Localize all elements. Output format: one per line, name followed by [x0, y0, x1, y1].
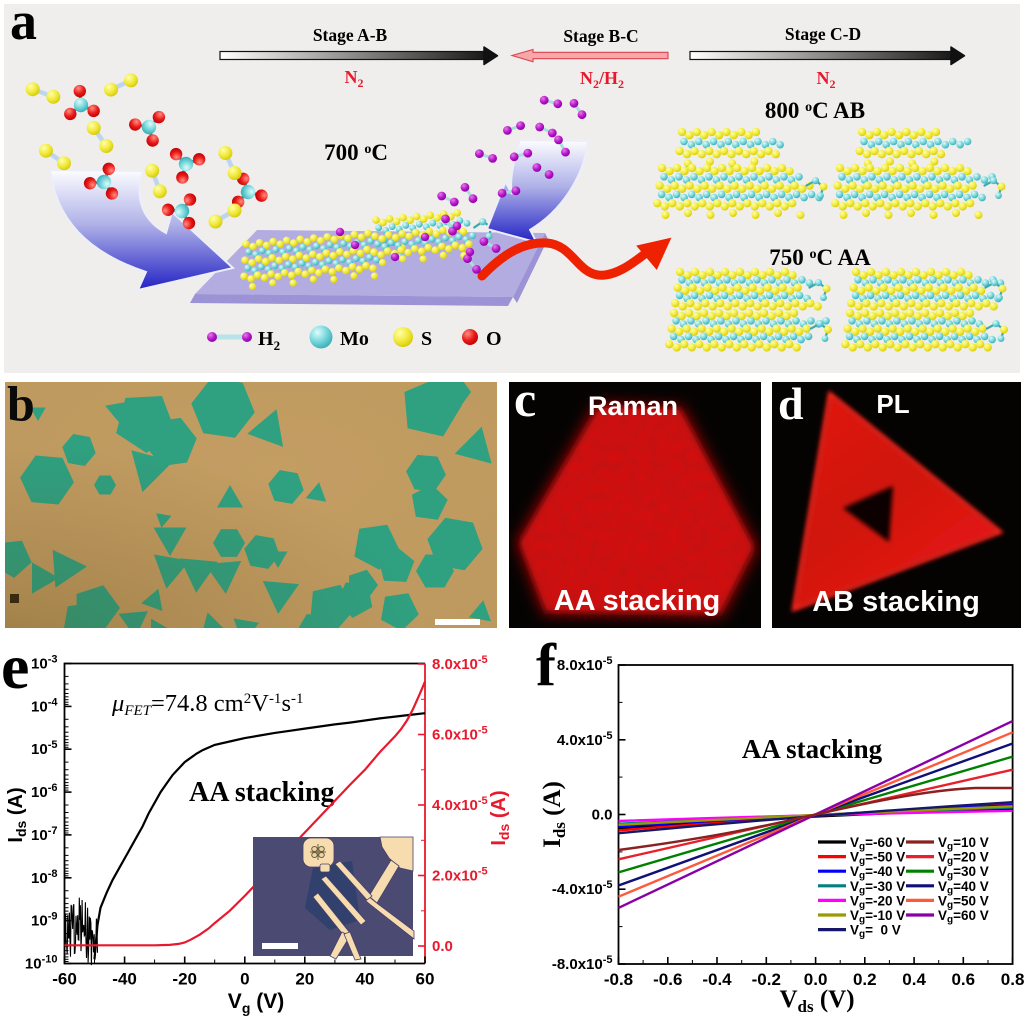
svg-text:e: e: [1, 640, 29, 702]
svg-text:Vg=60 V: Vg=60 V: [938, 908, 989, 926]
svg-text:b: b: [7, 382, 35, 432]
svg-text:-0.2: -0.2: [752, 970, 781, 989]
svg-text:-4.0x10-5: -4.0x10-5: [552, 879, 613, 898]
svg-text:Ids (A): Ids (A): [539, 781, 569, 848]
svg-text:Raman: Raman: [588, 391, 678, 421]
svg-text:f: f: [536, 640, 557, 698]
svg-text:-0.6: -0.6: [653, 970, 682, 989]
svg-text:AA stacking: AA stacking: [742, 734, 883, 764]
svg-text:10-4: 10-4: [31, 696, 58, 715]
svg-text:10-5: 10-5: [31, 739, 57, 758]
svg-text:Vg= 0 V: Vg= 0 V: [850, 923, 901, 941]
svg-text:6.0x10-5: 6.0x10-5: [432, 725, 488, 744]
svg-text:750 oC AA: 750 oC AA: [769, 245, 871, 270]
svg-text:0.0: 0.0: [432, 938, 453, 955]
svg-text:S: S: [421, 328, 432, 350]
svg-text:O: O: [486, 328, 502, 350]
svg-text:0.2: 0.2: [853, 970, 877, 989]
svg-text:10-3: 10-3: [31, 654, 57, 673]
svg-text:AA stacking: AA stacking: [189, 777, 334, 808]
svg-text:10-8: 10-8: [31, 868, 57, 887]
svg-text:0: 0: [240, 970, 249, 989]
svg-text:0.0: 0.0: [592, 807, 613, 824]
svg-text:8.0x10-5: 8.0x10-5: [557, 655, 613, 674]
svg-text:40: 40: [355, 970, 374, 989]
svg-text:20: 20: [295, 970, 314, 989]
svg-text:PL: PL: [876, 389, 909, 419]
svg-text:AB stacking: AB stacking: [812, 586, 980, 618]
svg-text:a: a: [10, 0, 37, 51]
svg-text:-0.4: -0.4: [702, 970, 732, 989]
svg-text:700 oC: 700 oC: [324, 140, 388, 165]
svg-text:8.0x10-5: 8.0x10-5: [432, 654, 488, 673]
svg-text:AA stacking: AA stacking: [554, 585, 721, 617]
svg-text:Mo: Mo: [340, 328, 369, 350]
svg-text:0.0: 0.0: [804, 970, 828, 989]
svg-text:Ids (A): Ids (A): [488, 790, 512, 845]
svg-text:10-6: 10-6: [31, 782, 57, 801]
svg-text:0.8: 0.8: [1001, 970, 1024, 989]
svg-text:10-7: 10-7: [31, 825, 57, 844]
svg-text:Stage A-B: Stage A-B: [313, 25, 388, 45]
svg-text:Stage B-C: Stage B-C: [563, 26, 638, 46]
svg-text:Vg (V): Vg (V): [228, 990, 284, 1016]
svg-text:-60: -60: [52, 970, 77, 989]
svg-text:Vds (V): Vds (V): [779, 986, 854, 1016]
svg-text:800 oC AB: 800 oC AB: [765, 98, 865, 123]
svg-text:c: c: [514, 382, 536, 427]
svg-text:0.6: 0.6: [951, 970, 975, 989]
svg-text:-0.8: -0.8: [604, 970, 633, 989]
svg-text:10-9: 10-9: [31, 911, 57, 930]
svg-text:μFET=74.8 cm2V-1s-1: μFET=74.8 cm2V-1s-1: [111, 690, 303, 719]
svg-text:4.0x10-5: 4.0x10-5: [432, 795, 488, 814]
svg-text:N2/H2: N2/H2: [580, 68, 624, 91]
svg-text:4.0x10-5: 4.0x10-5: [557, 730, 613, 749]
svg-text:0.4: 0.4: [902, 970, 926, 989]
svg-text:2.0x10-5: 2.0x10-5: [432, 866, 488, 885]
svg-text:d: d: [778, 382, 804, 429]
svg-text:60: 60: [416, 970, 435, 989]
svg-text:Stage C-D: Stage C-D: [785, 24, 861, 44]
svg-text:Ids (A): Ids (A): [5, 787, 29, 842]
svg-text:-8.0x10-5: -8.0x10-5: [552, 954, 613, 973]
svg-text:-20: -20: [172, 970, 197, 989]
svg-text:-40: -40: [112, 970, 137, 989]
